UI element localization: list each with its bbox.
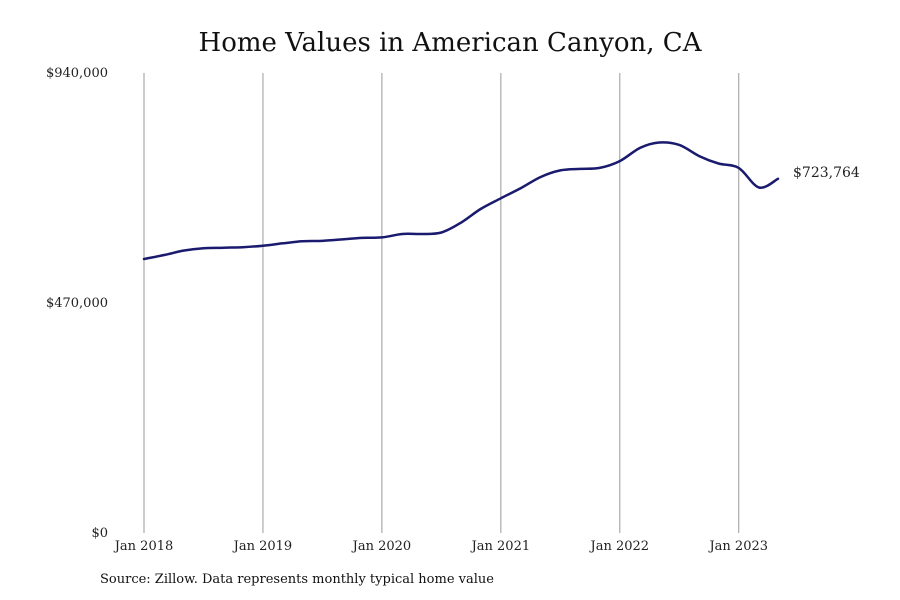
vertical-gridlines [143, 73, 740, 533]
x-tick-label-0: Jan 2018 [113, 539, 174, 554]
x-tick-label-1: Jan 2019 [232, 539, 293, 554]
x-tick-label-3: Jan 2021 [470, 539, 531, 554]
source-note: Source: Zillow. Data represents monthly … [100, 572, 494, 587]
end-value-label: $723,764 [793, 165, 860, 181]
y-tick-label-2: $940,000 [46, 66, 108, 81]
chart-title: Home Values in American Canyon, CA [198, 28, 702, 58]
x-tick-label-2: Jan 2020 [351, 539, 412, 554]
series-line-0 [142, 141, 780, 261]
x-axis-ticks: Jan 2018 Jan 2019 Jan 2020 Jan 2021 Jan 2022… [113, 539, 768, 554]
x-tick-label-4: Jan 2022 [589, 539, 650, 554]
x-tick-label-5: Jan 2023 [707, 539, 768, 554]
y-tick-label-0: $0 [91, 526, 108, 541]
y-axis-ticks: $0 $470,000 $940,000 [46, 66, 108, 541]
y-tick-label-1: $470,000 [46, 296, 108, 311]
series-group [142, 141, 780, 261]
